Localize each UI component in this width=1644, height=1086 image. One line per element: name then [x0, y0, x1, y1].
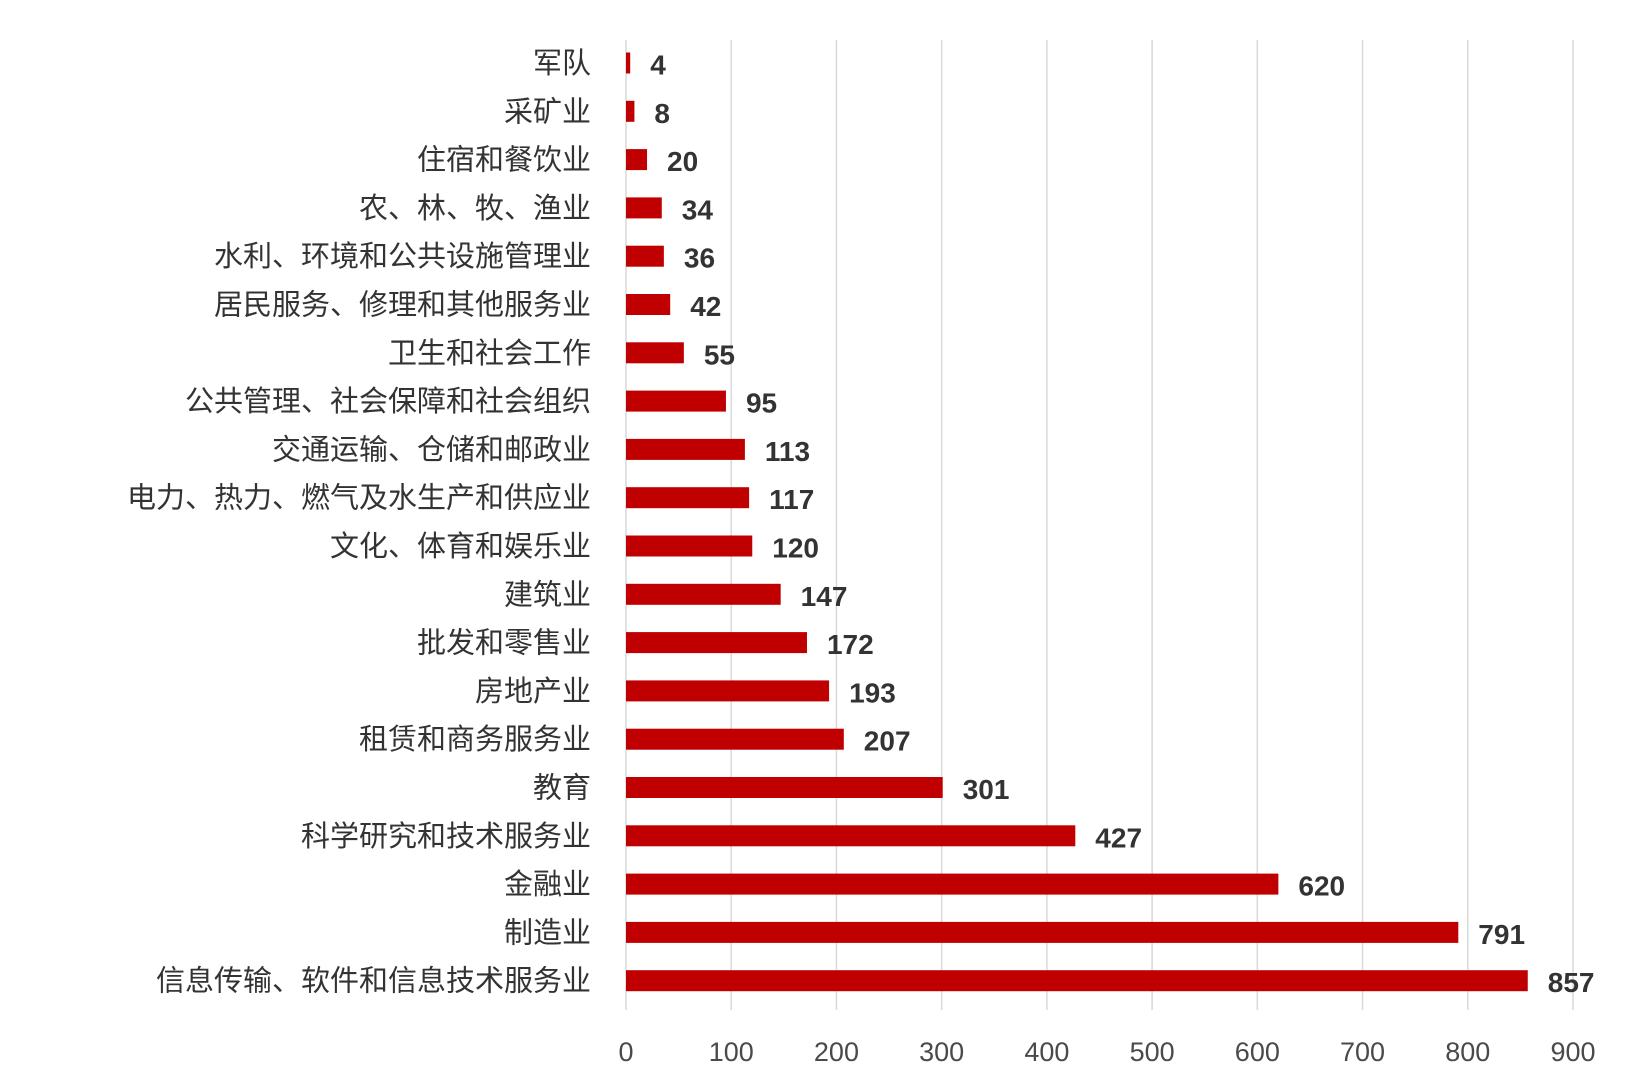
bar: [626, 680, 830, 702]
bar: [626, 438, 745, 460]
bar: [626, 921, 1459, 943]
bar: [626, 100, 635, 122]
category-label: 教育: [533, 771, 591, 805]
category-label: 制造业: [504, 915, 591, 949]
bar: [626, 825, 1076, 847]
category-label: 采矿业: [504, 94, 591, 128]
data-label: 36: [684, 243, 715, 274]
x-axis-tick-labels: 0 100 200 300 400 500 600 700 800 900: [618, 1037, 1595, 1067]
category-label: 科学研究和技术服务业: [301, 819, 591, 853]
x-tick-label: 900: [1550, 1037, 1595, 1067]
bar: [626, 777, 943, 798]
bar: [626, 970, 1528, 992]
x-tick-label: 200: [814, 1037, 859, 1067]
bar: [626, 342, 684, 364]
bar: [626, 487, 750, 509]
category-label: 房地产业: [475, 674, 591, 708]
category-label: 文化、体育和娱乐业: [330, 529, 591, 563]
bar: [626, 873, 1279, 895]
category-label: 租赁和商务服务业: [359, 722, 591, 756]
bar: [626, 52, 631, 74]
category-label: 建筑业: [504, 577, 591, 611]
data-label: 4: [650, 50, 666, 81]
category-label: 居民服务、修理和其他服务业: [214, 288, 591, 322]
bar: [626, 632, 807, 654]
category-label: 交通运输、仓储和邮政业: [272, 432, 591, 466]
category-label: 信息传输、软件和信息技术服务业: [156, 964, 591, 998]
value-labels: 4 8 20 34 36 42 55 95 113 117 120 147 172 193 207 301 42…: [650, 50, 1594, 999]
bar: [626, 149, 648, 171]
category-label: 军队: [533, 46, 591, 80]
data-label: 301: [963, 774, 1010, 805]
data-label: 147: [801, 581, 848, 612]
data-label: 113: [765, 436, 810, 467]
category-label: 批发和零售业: [417, 626, 591, 660]
category-label: 卫生和社会工作: [388, 336, 591, 370]
data-label: 20: [667, 146, 698, 177]
data-label: 620: [1298, 871, 1345, 902]
data-label: 207: [864, 726, 911, 757]
x-tick-label: 100: [709, 1037, 754, 1067]
category-label: 住宿和餐饮业: [417, 143, 591, 177]
x-tick-label: 500: [1130, 1037, 1175, 1067]
data-label: 427: [1095, 822, 1142, 853]
bar: [626, 390, 726, 412]
data-label: 791: [1478, 919, 1525, 950]
data-label: 42: [690, 291, 721, 322]
bar: [626, 728, 844, 750]
category-label: 公共管理、社会保障和社会组织: [185, 384, 591, 418]
bar: [626, 245, 664, 267]
data-label: 172: [827, 629, 874, 660]
x-tick-label: 0: [618, 1037, 633, 1067]
bar: [626, 583, 781, 605]
bar: [626, 294, 671, 315]
category-label: 水利、环境和公共设施管理业: [214, 239, 591, 273]
data-label: 120: [772, 533, 819, 564]
x-tick-label: 300: [919, 1037, 964, 1067]
data-label: 34: [682, 194, 714, 225]
data-label: 193: [849, 677, 896, 708]
data-label: 55: [704, 339, 735, 370]
x-tick-label: 700: [1340, 1037, 1385, 1067]
x-tick-label: 800: [1445, 1037, 1490, 1067]
bar: [626, 535, 753, 557]
data-label: 8: [654, 98, 670, 129]
category-labels: 军队采矿业住宿和餐饮业农、林、牧、渔业水利、环境和公共设施管理业居民服务、修理和…: [127, 46, 591, 998]
bar: [626, 197, 662, 219]
data-label: 857: [1548, 967, 1595, 998]
category-label: 电力、热力、燃气及水生产和供应业: [127, 481, 591, 515]
bars: [626, 52, 1528, 992]
gridlines: [625, 40, 1574, 1010]
x-tick-label: 600: [1235, 1037, 1280, 1067]
x-tick-label: 400: [1024, 1037, 1069, 1067]
category-label: 农、林、牧、渔业: [359, 191, 591, 225]
data-label: 95: [746, 388, 777, 419]
category-label: 金融业: [504, 867, 591, 901]
data-label: 117: [769, 484, 814, 515]
